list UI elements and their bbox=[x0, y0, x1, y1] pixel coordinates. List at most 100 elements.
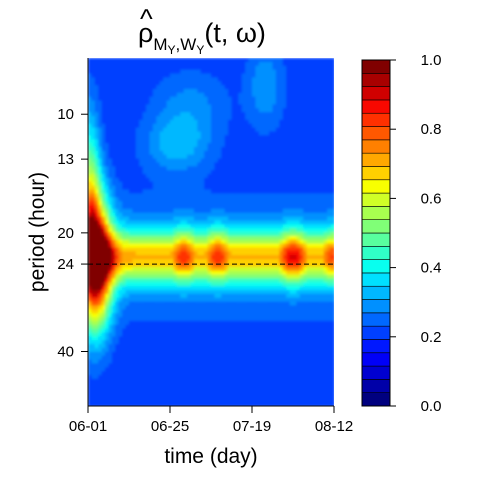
heatmap-cell bbox=[173, 394, 178, 400]
heatmap-cell bbox=[152, 154, 158, 160]
heatmap-cell bbox=[180, 162, 185, 168]
heatmap-cell bbox=[187, 220, 192, 226]
heatmap-cell bbox=[221, 274, 226, 280]
heatmap-cell bbox=[132, 394, 137, 400]
heatmap-cell bbox=[197, 375, 202, 380]
heatmap-cell bbox=[241, 65, 246, 71]
heatmap-cell bbox=[272, 77, 277, 82]
heatmap-cell bbox=[108, 340, 113, 345]
heatmap-cell bbox=[142, 77, 147, 82]
heatmap-cell bbox=[258, 274, 264, 280]
heatmap-cell bbox=[241, 170, 246, 175]
heatmap-cell bbox=[101, 88, 106, 94]
heatmap-cell bbox=[122, 220, 127, 226]
heatmap-cell bbox=[214, 344, 219, 349]
heatmap-cell bbox=[132, 143, 137, 148]
heatmap-cell bbox=[125, 116, 130, 121]
heatmap-cell bbox=[217, 266, 223, 272]
heatmap-cell bbox=[217, 290, 223, 295]
heatmap-cell bbox=[91, 382, 96, 388]
heatmap-cell bbox=[101, 259, 106, 264]
heatmap-cell bbox=[146, 247, 151, 253]
heatmap-cell bbox=[193, 367, 199, 372]
heatmap-cell bbox=[142, 212, 147, 218]
heatmap-cell bbox=[152, 127, 158, 133]
heatmap-cell bbox=[94, 96, 100, 102]
heatmap-cell bbox=[129, 73, 134, 79]
heatmap-cell bbox=[228, 232, 233, 237]
heatmap-cell bbox=[245, 328, 250, 334]
heatmap-cell bbox=[170, 131, 175, 137]
heatmap-cell bbox=[258, 243, 264, 249]
heatmap-cell bbox=[197, 340, 202, 345]
heatmap-cell bbox=[115, 58, 120, 63]
heatmap-cell bbox=[204, 402, 209, 406]
heatmap-cell bbox=[217, 123, 223, 129]
heatmap-cell bbox=[204, 100, 209, 106]
heatmap-cell bbox=[129, 286, 134, 291]
heatmap-cell bbox=[149, 77, 154, 82]
heatmap-cell bbox=[122, 320, 127, 326]
heatmap-cell bbox=[98, 112, 103, 117]
heatmap-cell bbox=[156, 386, 161, 392]
heatmap-cell bbox=[118, 371, 123, 376]
heatmap-cell bbox=[193, 123, 199, 129]
heatmap-cell bbox=[149, 150, 154, 156]
heatmap-cell bbox=[183, 328, 188, 334]
heatmap-cell bbox=[180, 235, 185, 241]
heatmap-cell bbox=[187, 150, 192, 156]
heatmap-cell bbox=[88, 255, 93, 260]
heatmap-cell bbox=[269, 386, 274, 392]
heatmap-cell bbox=[129, 340, 134, 345]
heatmap-cell bbox=[163, 162, 168, 168]
heatmap-cell bbox=[252, 96, 257, 102]
heatmap-cell bbox=[245, 232, 250, 237]
heatmap-cell bbox=[207, 197, 212, 202]
heatmap-cell bbox=[187, 375, 192, 380]
heatmap-cell bbox=[176, 320, 182, 326]
heatmap-cell bbox=[170, 390, 175, 396]
heatmap-cell bbox=[163, 378, 168, 384]
heatmap-cell bbox=[163, 100, 168, 106]
heatmap-cell bbox=[125, 150, 130, 156]
heatmap-cell bbox=[183, 162, 188, 168]
heatmap-cell bbox=[221, 313, 226, 318]
heatmap-cell bbox=[135, 158, 141, 164]
heatmap-cell bbox=[252, 328, 257, 334]
heatmap-cell bbox=[176, 123, 182, 129]
heatmap-cell bbox=[214, 228, 219, 233]
heatmap-cell bbox=[159, 143, 164, 148]
heatmap-cell bbox=[197, 73, 202, 79]
heatmap-cell bbox=[115, 313, 120, 318]
heatmap-cell bbox=[272, 340, 277, 345]
heatmap-cell bbox=[228, 351, 233, 357]
heatmap-cell bbox=[248, 123, 253, 129]
heatmap-cell bbox=[132, 150, 137, 156]
heatmap-cell bbox=[187, 328, 192, 334]
heatmap-cell bbox=[265, 382, 270, 388]
heatmap-cell bbox=[142, 324, 147, 330]
heatmap-cell bbox=[163, 65, 168, 71]
heatmap-cell bbox=[125, 317, 130, 322]
heatmap-cell bbox=[275, 193, 281, 198]
heatmap-cell bbox=[238, 108, 243, 113]
heatmap-cell bbox=[197, 92, 202, 98]
heatmap-cell bbox=[149, 58, 154, 63]
heatmap-cell bbox=[224, 378, 229, 384]
heatmap-cell bbox=[180, 351, 185, 357]
heatmap-cell bbox=[132, 131, 137, 137]
heatmap-cell bbox=[272, 305, 277, 311]
heatmap-cell bbox=[245, 402, 250, 406]
heatmap-cell bbox=[234, 181, 240, 187]
heatmap-cell bbox=[91, 146, 96, 152]
heatmap-cell bbox=[139, 313, 144, 318]
heatmap-cell bbox=[183, 348, 188, 353]
heatmap-cell bbox=[152, 336, 158, 342]
heatmap-cell bbox=[173, 340, 178, 345]
heatmap-cell bbox=[272, 65, 277, 71]
heatmap-cell bbox=[207, 193, 212, 198]
heatmap-cell bbox=[258, 390, 264, 396]
heatmap-cell bbox=[204, 375, 209, 380]
heatmap-cell bbox=[152, 100, 158, 106]
heatmap-cell bbox=[125, 363, 130, 369]
